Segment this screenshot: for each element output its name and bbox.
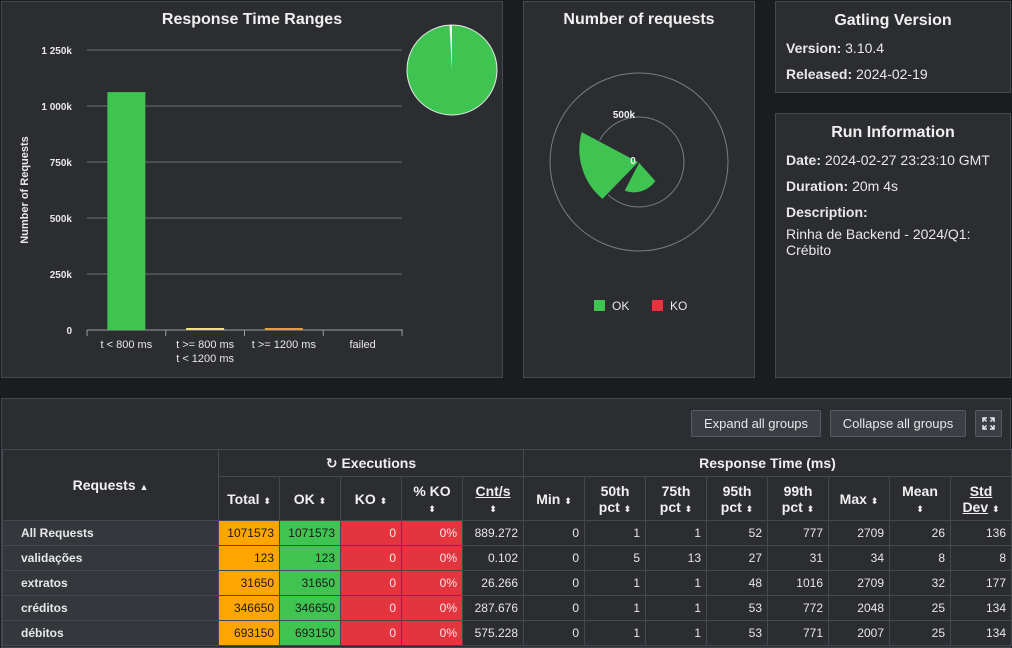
run-information-panel: Run Information Date: 2024-02-27 23:23:1… (775, 113, 1011, 378)
polar-tick-0: 0 (630, 156, 636, 167)
released-label: Released: (786, 66, 853, 82)
sort-icon: ⬍ (623, 503, 632, 514)
sort-icon: ⬍ (916, 503, 924, 514)
polar-outer-ring (549, 72, 729, 252)
gatling-version-panel: Gatling Version Version: 3.10.4 Released… (775, 1, 1011, 93)
date-label: Date: (786, 152, 822, 168)
released-value: 2024-02-19 (856, 66, 928, 82)
polar-ok-sector-small (623, 161, 657, 194)
x-tick-label: t >= 1200 ms (252, 339, 317, 351)
response-time-group-header: Response Time (ms) (523, 449, 1012, 477)
y-tick-label: 0 (66, 326, 72, 337)
y-tick-label: 1 250k (41, 46, 72, 57)
legend-ko-label[interactable]: KO (670, 299, 687, 313)
row-name[interactable]: extratos (2, 570, 219, 596)
col-cnt-per-sec[interactable]: Cnt/s ⬍ (462, 476, 524, 521)
polar-ok-sector-large (578, 130, 640, 201)
sort-icon: ⬍ (684, 503, 693, 514)
statistics-panel: Expand all groups Collapse all groups Re… (1, 398, 1012, 648)
duration-value: 20m 4s (852, 178, 899, 194)
y-tick-label: 1 000k (41, 102, 72, 113)
bar (107, 92, 146, 330)
sort-icon: ⬍ (489, 503, 497, 514)
y-axis-title: Number of Requests (19, 136, 31, 244)
expand-all-groups-button[interactable]: Expand all groups (691, 410, 821, 437)
table-row: créditos 346650 346650 0 0% 287.676 0 1 … (2, 595, 1012, 621)
bar (186, 328, 225, 330)
fullscreen-icon (982, 417, 995, 430)
y-tick-label: 500k (50, 214, 73, 225)
row-name[interactable]: validações (2, 545, 219, 571)
col-95th-pct[interactable]: 95th pct ⬍ (706, 476, 768, 521)
legend-ok-label[interactable]: OK (612, 299, 629, 313)
sort-icon: ⬍ (745, 503, 754, 514)
date-line: Date: 2024-02-27 23:23:10 GMT (786, 152, 990, 168)
y-tick-label: 750k (50, 158, 73, 169)
response-time-ranges-panel: Response Time Ranges 0 250k 500k 750k 1 000k… (1, 1, 503, 378)
refresh-icon: ↻ (325, 454, 338, 471)
version-label: Version: (786, 40, 842, 56)
sort-icon: ⬍ (379, 495, 388, 506)
response-time-ranges-title: Response Time Ranges (161, 11, 343, 28)
col-max[interactable]: Max ⬍ (828, 476, 890, 521)
sort-icon: ⬍ (318, 495, 327, 506)
run-information-title: Run Information (831, 124, 955, 141)
col-99th-pct[interactable]: 99th pct ⬍ (767, 476, 829, 521)
number-of-requests-title: Number of requests (563, 11, 715, 28)
table-row: validações 123 123 0 0% 0.102 0 5 13 27 … (2, 545, 1012, 571)
col-50th-pct[interactable]: 50th pct ⬍ (584, 476, 646, 521)
requests-polar-chart: 500k 0 OK KO (549, 72, 729, 313)
col-min[interactable]: Min ⬍ (523, 476, 585, 521)
description-value: Rinha de Backend - 2024/Q1: Crébito (786, 226, 971, 258)
col-total[interactable]: Total ⬍ (218, 476, 280, 521)
row-name[interactable]: créditos (2, 595, 219, 621)
sort-icon: ⬍ (263, 495, 271, 506)
fullscreen-button[interactable] (975, 410, 1002, 437)
version-line: Version: 3.10.4 (786, 40, 884, 56)
x-tick-label: t >= 800 ms (176, 339, 235, 351)
legend-ko-swatch (652, 300, 663, 311)
duration-line: Duration: 20m 4s (786, 178, 898, 194)
polar-tick-500k: 500k (613, 110, 636, 121)
executions-group-header: ↻ Executions (218, 449, 524, 477)
col-mean[interactable]: Mean ⬍ (889, 476, 951, 521)
sort-icon: ⬍ (870, 495, 879, 506)
date-value: 2024-02-27 23:23:10 GMT (824, 152, 990, 168)
sort-icon: ⬍ (806, 503, 815, 514)
requests-column-header[interactable]: Requests ▲ (2, 449, 219, 521)
statistics-table: Requests ▲ ↻ Executions Response Time (m… (2, 449, 1012, 646)
row-name[interactable]: All Requests (2, 520, 219, 546)
sort-icon: ⬍ (992, 503, 1000, 514)
response-time-chart: 0 250k 500k 750k 1 000k 1 250k Number of Reque… (19, 24, 498, 365)
col-ok[interactable]: OK ⬍ (279, 476, 341, 521)
table-row: extratos 31650 31650 0 0% 26.266 0 1 1 4… (2, 570, 1012, 596)
col-ko[interactable]: KO ⬍ (340, 476, 402, 521)
collapse-all-groups-button[interactable]: Collapse all groups (830, 410, 966, 437)
table-row: débitos 693150 693150 0 0% 575.228 0 1 1… (2, 620, 1012, 646)
table-row: All Requests 1071573 1071573 0 0% 889.27… (2, 520, 1012, 546)
number-of-requests-panel: Number of requests 500k 0 OK KO (523, 1, 755, 378)
released-line: Released: 2024-02-19 (786, 66, 928, 82)
duration-label: Duration: (786, 178, 849, 194)
sort-icon: ⬍ (428, 503, 436, 514)
legend-ok-swatch (594, 300, 605, 311)
x-tick-label: t < 800 ms (101, 339, 153, 351)
description-label-line: Description: (786, 204, 868, 220)
sort-up-icon: ▲ (139, 482, 149, 492)
x-tick-label: t < 1200 ms (176, 353, 234, 365)
description-label: Description: (786, 204, 868, 220)
bar (264, 328, 303, 330)
row-name[interactable]: débitos (2, 620, 219, 646)
version-value: 3.10.4 (845, 40, 885, 56)
pie-other-slice (449, 25, 452, 70)
y-tick-label: 250k (50, 270, 73, 281)
x-tick-label: failed (349, 339, 375, 351)
col-std-dev[interactable]: Std Dev ⬍ (950, 476, 1012, 521)
gatling-version-title: Gatling Version (834, 12, 952, 29)
sort-icon: ⬍ (564, 495, 572, 506)
col-percent-ko[interactable]: % KO ⬍ (401, 476, 463, 521)
col-75th-pct[interactable]: 75th pct ⬍ (645, 476, 707, 521)
